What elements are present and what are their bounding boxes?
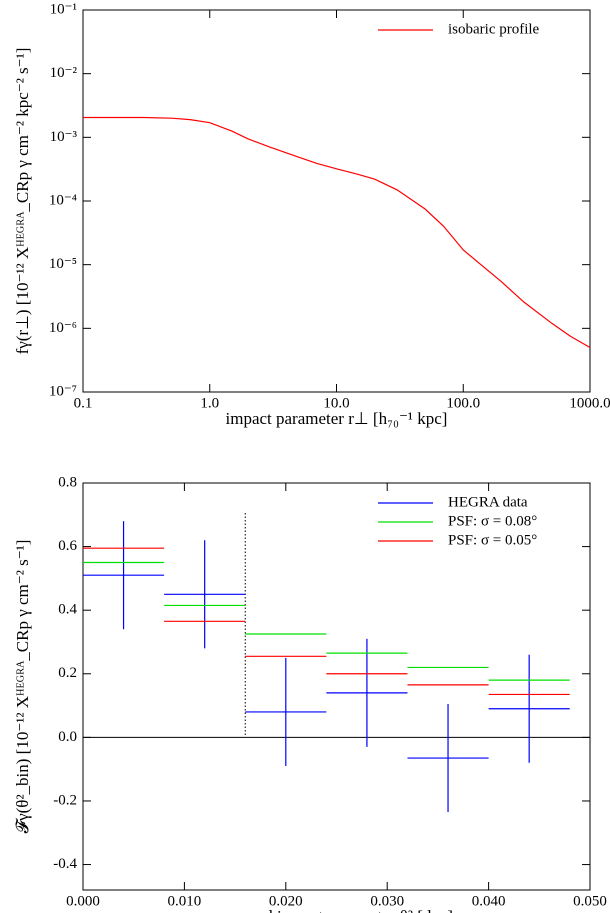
x-tick-label: 0.020 xyxy=(269,893,303,909)
legend-label: PSF: σ = 0.05° xyxy=(448,532,537,548)
y-tick-label: 0.4 xyxy=(58,602,77,618)
y-tick-label: 10⁻⁶ xyxy=(49,320,77,336)
legend-label: isobaric profile xyxy=(448,21,540,37)
x-tick-label: 1.0 xyxy=(200,395,219,411)
y-axis-title: fγ(r⊥) [10⁻¹² Xᴴᴱᴳᴿᴬ_CRp γ cm⁻² kpc⁻² s⁻… xyxy=(13,48,32,355)
y-axis-title: 𝓕γ(θ²_bin) [10⁻¹² Xᴴᴱᴳᴿᴬ_CRp γ cm⁻² s⁻¹] xyxy=(13,540,32,834)
x-tick-label: 10.0 xyxy=(323,395,349,411)
x-axis-title: squared impact parameter θ² [deg] xyxy=(220,907,453,913)
legend-label: PSF: σ = 0.08° xyxy=(448,513,537,529)
x-tick-label: 0.050 xyxy=(573,893,607,909)
chart: 0.1 1.0 10.0 100.0 1000.0 10⁻⁷ 10⁻⁶ 10⁻⁵ 10⁻⁴ 10⁻… xyxy=(13,1,610,427)
y-tick-label: -0.4 xyxy=(53,856,77,872)
y-tick-label: 10⁻⁴ xyxy=(49,192,77,208)
x-tick-label: 1000.0 xyxy=(569,395,610,411)
plot-frame xyxy=(82,9,591,393)
y-tick-label: 10⁻¹ xyxy=(50,1,77,17)
x-tick-label: 0.000 xyxy=(66,893,100,909)
y-tick-label: 0.2 xyxy=(58,665,77,681)
y-tick-label: 10⁻³ xyxy=(50,129,78,145)
y-tick-label: 10⁻⁵ xyxy=(49,256,77,272)
x-tick-label: 0.040 xyxy=(472,893,506,909)
legend-label: HEGRA data xyxy=(448,494,528,510)
plot-frame xyxy=(82,482,591,891)
y-tick-label: 10⁻⁷ xyxy=(49,383,77,399)
y-tick-label: -0.2 xyxy=(53,792,77,808)
chart: 0.000 0.010 0.020 0.030 0.040 0.050 -0.4 -0.2 0.… xyxy=(13,474,607,913)
x-axis-title: impact parameter r⊥ [h₇₀⁻¹ kpc] xyxy=(226,409,448,428)
x-tick-label: 0.030 xyxy=(370,893,404,909)
y-tick-label: 0.8 xyxy=(58,474,77,490)
y-tick-label: 0.6 xyxy=(58,538,77,554)
y-tick-label: 10⁻² xyxy=(50,65,78,81)
x-tick-label: 100.0 xyxy=(446,395,480,411)
x-tick-label: 0.010 xyxy=(168,893,202,909)
data-line xyxy=(83,116,591,349)
y-tick-label: 0.0 xyxy=(58,729,77,745)
x-tick-label: 0.1 xyxy=(74,395,93,411)
